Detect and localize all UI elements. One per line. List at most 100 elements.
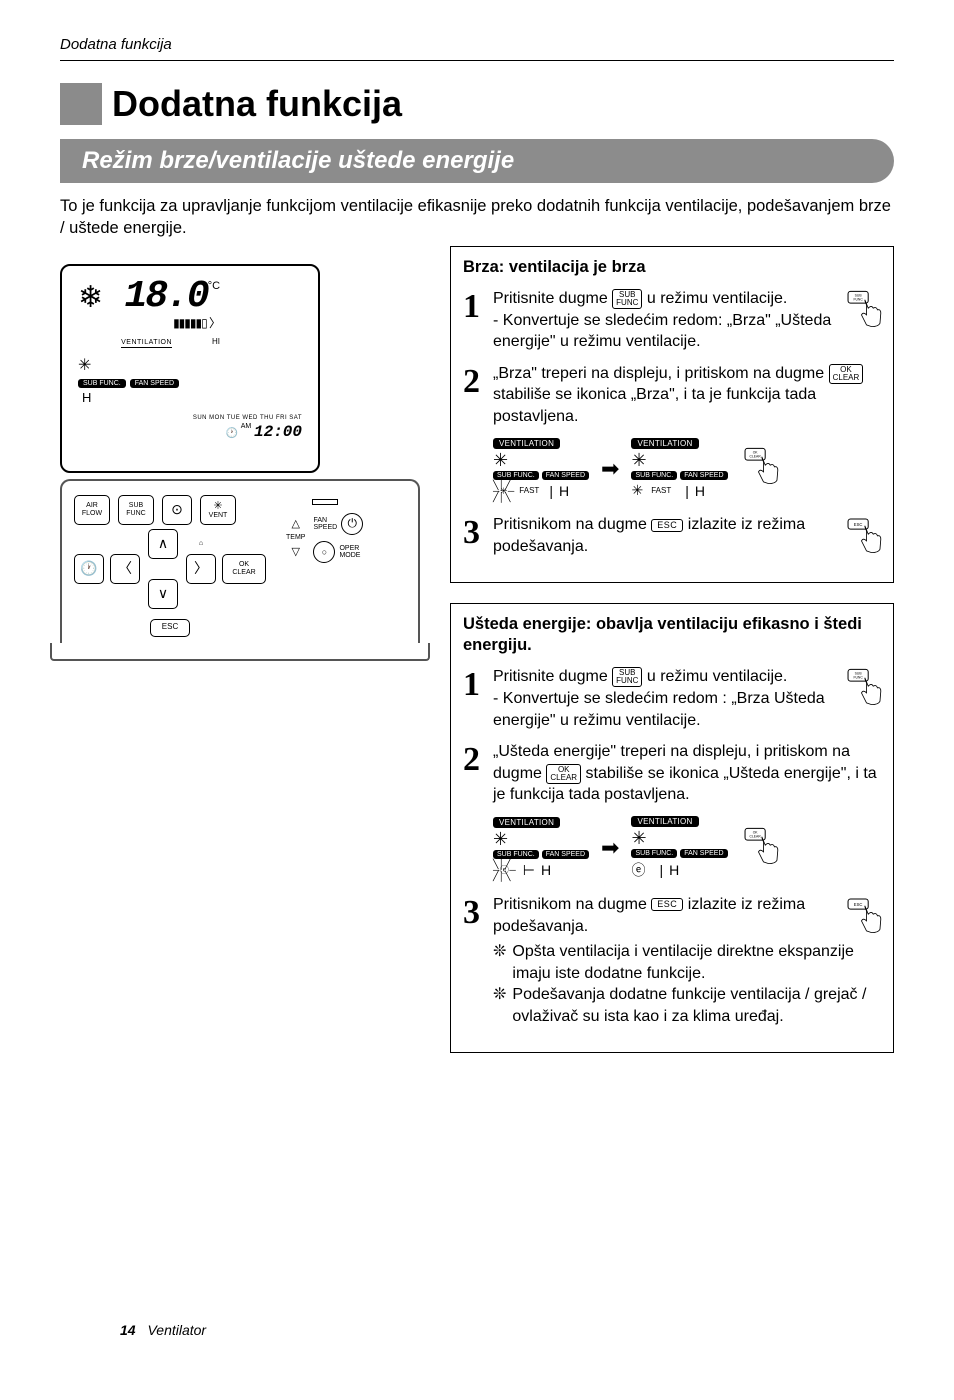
text: „Brza" treperi na displeju, i pritiskom … [493, 365, 829, 382]
snowflake-bullet-icon: ❊ [493, 941, 506, 984]
step-number: 2 [463, 743, 493, 777]
vent-button[interactable]: ✳VENT [200, 495, 236, 525]
step-number: 3 [463, 516, 493, 550]
intro-text: To je funkcija za upravljanje funkcijom … [60, 195, 894, 240]
sub-func-button[interactable]: SUBFUNC [118, 495, 154, 525]
svg-text:CLEAR: CLEAR [749, 834, 761, 838]
temp-down-icon: ▽ [291, 545, 299, 558]
time-value: 12:00 [254, 423, 302, 441]
hand-press-icon: OKCLEAR [740, 825, 782, 872]
box2-step3: 3 Pritisnikom na dugme ESC izlazite iz r… [463, 894, 881, 1028]
ventilation-label: VENTILATION [121, 339, 172, 348]
sub-func-inline-button: SUBFUNC [612, 667, 642, 687]
esc-inline-button: ESC [651, 519, 683, 532]
step-number: 3 [463, 896, 493, 930]
text: Pritisnikom na dugme [493, 516, 651, 533]
box2-step2: 2 „Ušteda energije" treperi na displeju,… [463, 741, 881, 806]
fan-icon: ✳ [631, 829, 646, 847]
up-button[interactable]: ∧ [148, 529, 178, 559]
arrow-right-icon: ➡ [601, 835, 619, 861]
fan-icon: ✳ [493, 451, 508, 469]
hand-press-icon: SUBFUNC [843, 288, 885, 337]
page-header: Dodatna funkcija [60, 36, 894, 61]
chip: SUB FUNC. [493, 471, 539, 480]
svg-text:FUNC: FUNC [853, 298, 863, 302]
chip: FAN SPEED [542, 471, 589, 480]
page-number: 14 [120, 1322, 136, 1338]
dpad: ∧⌂ 〈 〉 ∨ [112, 533, 214, 605]
page-footer: 14 Ventilator [120, 1322, 206, 1338]
settings-button[interactable]: ⊙ [162, 495, 192, 525]
text: - Konvertuje se sledećim redom : „Brza U… [493, 690, 825, 729]
fast-label: FAST [651, 486, 671, 495]
h-label: H [559, 483, 569, 499]
remote-base [50, 643, 430, 661]
fan-speed-label: FANSPEED [313, 517, 337, 531]
oper-mode-label: OPERMODE [339, 545, 360, 559]
box-fast: Brza: ventilacija je brza 1 Pritisnite d… [450, 246, 894, 583]
ir-window-icon [312, 499, 338, 505]
svg-text:FUNC: FUNC [853, 676, 863, 680]
left-button[interactable]: 〈 [110, 554, 140, 584]
hand-press-icon: SUBFUNC [843, 666, 885, 715]
chip: SUB FUNC. [631, 471, 677, 480]
box1-display-transition: VENTILATION ✳ SUB FUNC.FAN SPEED ╲ │ ╱─ … [493, 438, 881, 501]
chip: FAN SPEED [680, 471, 727, 480]
down-button[interactable]: ∨ [148, 579, 178, 609]
mini-display-after: VENTILATION ✳ SUB FUNC.FAN SPEED ⓔ|H [631, 816, 727, 880]
chip: VENTILATION [493, 438, 560, 449]
box-fast-title: Brza: ventilacija je brza [463, 257, 881, 278]
ok-clear-inline-button: OKCLEAR [829, 364, 864, 384]
hand-press-icon: ESC [843, 894, 885, 943]
text: stabiliše se ikonica „Brza", i ta je fun… [493, 386, 816, 425]
footer-label: Ventilator [147, 1322, 206, 1338]
hand-press-icon: OKCLEAR [740, 445, 782, 492]
fast-label: FAST [519, 486, 539, 495]
right-button[interactable]: 〉 [186, 554, 216, 584]
chip: VENTILATION [493, 817, 560, 828]
clock-icon: 🕐 [225, 428, 237, 439]
fan-icon: ✳ [78, 357, 91, 374]
fanspeed-chip: FAN SPEED [130, 379, 179, 388]
box1-step1: 1 Pritisnite dugme SUBFUNC u režimu vent… [463, 288, 881, 353]
chip: FAN SPEED [680, 849, 727, 858]
note-text: Podešavanja dodatne funkcije ventilacija… [512, 984, 881, 1027]
lcd-display: ❄ 18.0°C ▮▮▮▮▮▯ 〉 VENTILATIONHI ✳ SUB FU… [60, 264, 320, 473]
chip: SUB FUNC. [493, 850, 539, 859]
mini-display-before: VENTILATION ✳ SUB FUNC.FAN SPEED ╲ │ ╱─ … [493, 438, 589, 501]
blink-icon: ╲ │ ╱─ ✳ ─╱ │ ╲ [493, 482, 513, 501]
chip: SUB FUNC. [631, 849, 677, 858]
arrow-right-icon: ➡ [601, 456, 619, 482]
h-indicator: H [82, 390, 302, 405]
chip: FAN SPEED [542, 850, 589, 859]
timer-button[interactable]: 🕐 [74, 554, 104, 584]
title-square-icon [60, 83, 102, 125]
hand-press-icon: ESC [843, 514, 885, 563]
blink-icon: ╲ │ ╱─ ⓔ ─╱ │ ╲ [493, 861, 515, 880]
box1-step2: 2 „Brza" treperi na displeju, i pritisko… [463, 363, 881, 428]
mode-button[interactable]: ○ [313, 541, 335, 563]
h-label: H [695, 483, 705, 499]
step-number: 2 [463, 365, 493, 399]
temp-up-icon: △ [291, 517, 299, 530]
h-label: H [541, 862, 551, 878]
chip: VENTILATION [631, 438, 698, 449]
svg-text:CLEAR: CLEAR [749, 455, 761, 459]
power-button[interactable]: ⏻ [341, 513, 363, 535]
temp-label: TEMP [286, 534, 305, 541]
mini-display-after: VENTILATION ✳ SUB FUNC.FAN SPEED ✳FAST|H [631, 438, 727, 499]
esc-button[interactable]: ESC [150, 619, 190, 637]
svg-text:ESC: ESC [854, 522, 863, 527]
sub-func-inline-button: SUBFUNC [612, 289, 642, 309]
step-number: 1 [463, 290, 493, 324]
home-icon: ⌂ [199, 540, 203, 547]
snowflake-bullet-icon: ❊ [493, 984, 506, 1027]
fan-icon: ✳ [493, 830, 508, 848]
device-illustration: ❄ 18.0°C ▮▮▮▮▮▯ 〉 VENTILATIONHI ✳ SUB FU… [60, 246, 440, 1073]
snowflake-icon: ❄ [78, 280, 103, 315]
ok-clear-button[interactable]: OKCLEAR [222, 554, 266, 584]
air-flow-button[interactable]: AIRFLOW [74, 495, 110, 525]
box2-step1: 1 Pritisnite dugme SUBFUNC u režimu vent… [463, 666, 881, 731]
subfunc-chip: SUB FUNC. [78, 379, 126, 388]
days-row: SUN MON TUE WED THU FRI SAT [193, 415, 302, 421]
